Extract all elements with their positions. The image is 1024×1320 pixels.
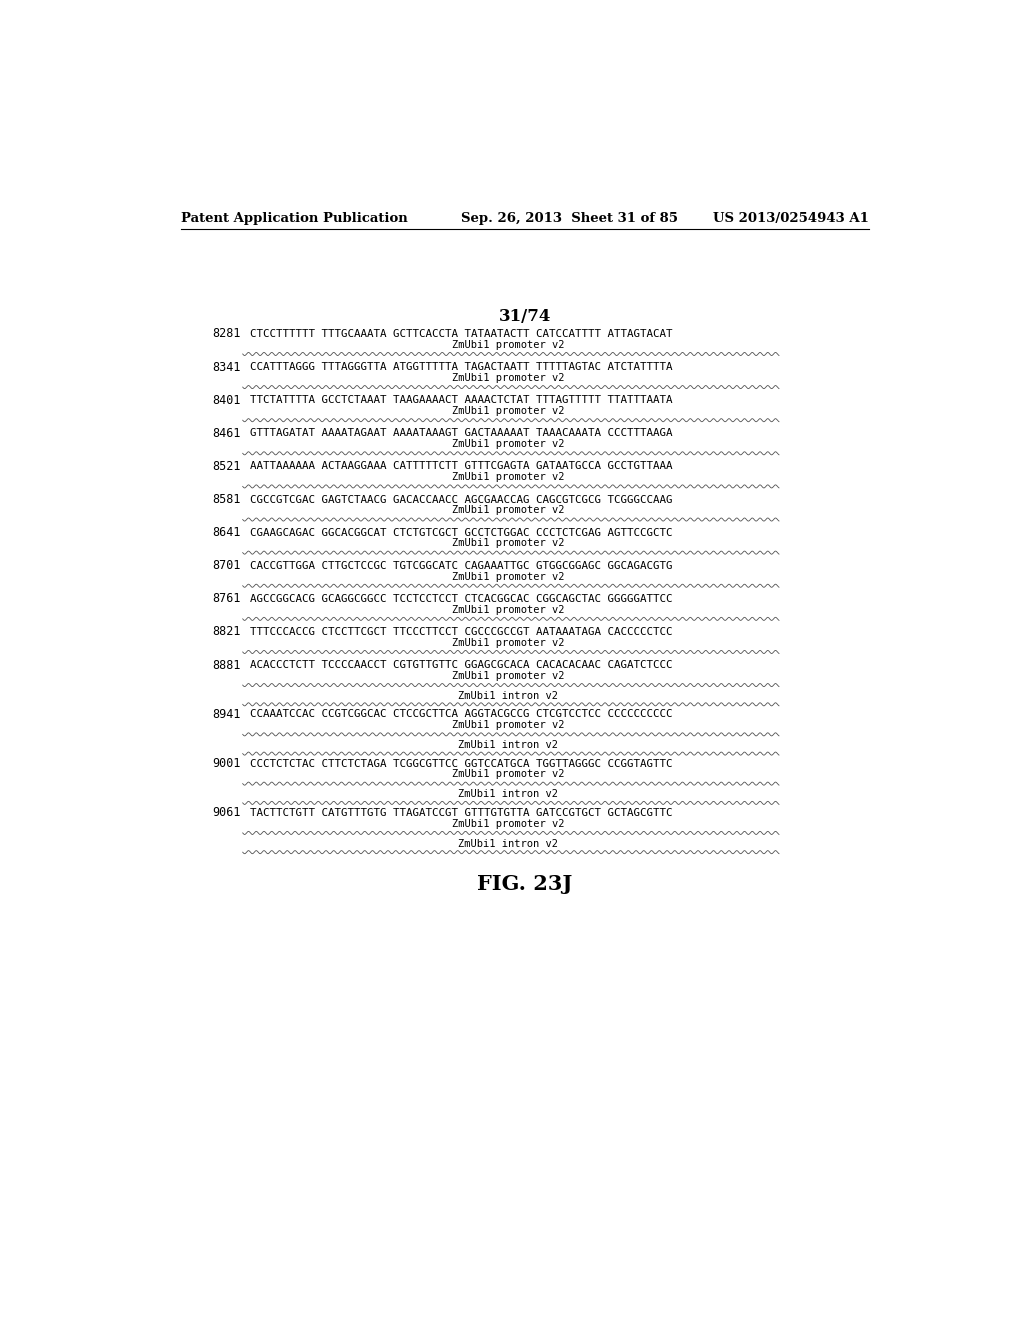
Text: ZmUbi1 promoter v2: ZmUbi1 promoter v2: [452, 671, 564, 681]
Text: TACTTCTGTT CATGTTTGTG TTAGATCCGT GTTTGTGTTA GATCCGTGCT GCTAGCGTTC: TACTTCTGTT CATGTTTGTG TTAGATCCGT GTTTGTG…: [251, 808, 673, 818]
Text: 9061: 9061: [212, 807, 241, 820]
Text: ZmUbi1 promoter v2: ZmUbi1 promoter v2: [452, 818, 564, 829]
Text: ZmUbi1 promoter v2: ZmUbi1 promoter v2: [452, 372, 564, 383]
Text: ACACCCTCTT TCCCCAACCT CGTGTTGTTC GGAGCGCACA CACACACAAC CAGATCTCCC: ACACCCTCTT TCCCCAACCT CGTGTTGTTC GGAGCGC…: [251, 660, 673, 671]
Text: 9001: 9001: [212, 758, 241, 770]
Text: CGAAGCAGAC GGCACGGCAT CTCTGTCGCT GCCTCTGGAC CCCTCTCGAG AGTTCCGCTC: CGAAGCAGAC GGCACGGCAT CTCTGTCGCT GCCTCTG…: [251, 528, 673, 537]
Text: ZmUbi1 promoter v2: ZmUbi1 promoter v2: [452, 539, 564, 548]
Text: 8281: 8281: [212, 327, 241, 341]
Text: CGCCGTCGAC GAGTCTAACG GACACCAACC AGCGAACCAG CAGCGTCGCG TCGGGCCAAG: CGCCGTCGAC GAGTCTAACG GACACCAACC AGCGAAC…: [251, 495, 673, 504]
Text: 8401: 8401: [212, 393, 241, 407]
Text: ZmUbi1 promoter v2: ZmUbi1 promoter v2: [452, 473, 564, 482]
Text: ZmUbi1 promoter v2: ZmUbi1 promoter v2: [452, 572, 564, 582]
Text: 8881: 8881: [212, 659, 241, 672]
Text: 8701: 8701: [212, 560, 241, 573]
Text: CCCTCTCTAC CTTCTCTAGA TCGGCGTTCC GGTCCATGCA TGGTTAGGGC CCGGTAGTTC: CCCTCTCTAC CTTCTCTAGA TCGGCGTTCC GGTCCAT…: [251, 759, 673, 768]
Text: ZmUbi1 promoter v2: ZmUbi1 promoter v2: [452, 506, 564, 515]
Text: ZmUbi1 intron v2: ZmUbi1 intron v2: [458, 838, 558, 849]
Text: 8821: 8821: [212, 626, 241, 639]
Text: 8761: 8761: [212, 593, 241, 606]
Text: 8941: 8941: [212, 708, 241, 721]
Text: Patent Application Publication: Patent Application Publication: [180, 213, 408, 224]
Text: 8341: 8341: [212, 360, 241, 374]
Text: US 2013/0254943 A1: US 2013/0254943 A1: [713, 213, 869, 224]
Text: 8641: 8641: [212, 527, 241, 539]
Text: AATTAAAAAA ACTAAGGAAA CATTTTTCTT GTTTCGAGTA GATAATGCCA GCCTGTTAAA: AATTAAAAAA ACTAAGGAAA CATTTTTCTT GTTTCGA…: [251, 462, 673, 471]
Text: ZmUbi1 intron v2: ZmUbi1 intron v2: [458, 789, 558, 800]
Text: ZmUbi1 promoter v2: ZmUbi1 promoter v2: [452, 721, 564, 730]
Text: CTCCTTTTTT TTTGCAAATA GCTTCACCTA TATAATACTT CATCCATTTT ATTAGTACAT: CTCCTTTTTT TTTGCAAATA GCTTCACCTA TATAATA…: [251, 329, 673, 339]
Text: 8461: 8461: [212, 426, 241, 440]
Text: ZmUbi1 promoter v2: ZmUbi1 promoter v2: [452, 770, 564, 779]
Text: TTCTATTTTA GCCTCTAAAT TAAGAAAACT AAAACTCTAT TTTAGTTTTT TTATTTAATA: TTCTATTTTA GCCTCTAAAT TAAGAAAACT AAAACTC…: [251, 395, 673, 405]
Text: Sep. 26, 2013  Sheet 31 of 85: Sep. 26, 2013 Sheet 31 of 85: [461, 213, 678, 224]
Text: ZmUbi1 promoter v2: ZmUbi1 promoter v2: [452, 339, 564, 350]
Text: CCATTTAGGG TTTAGGGTTA ATGGTTTTTA TAGACTAATT TTTTTAGTAC ATCTATTTTA: CCATTTAGGG TTTAGGGTTA ATGGTTTTTA TAGACTA…: [251, 362, 673, 372]
Text: AGCCGGCACG GCAGGCGGCC TCCTCCTCCT CTCACGGCAC CGGCAGCTAC GGGGGATTCC: AGCCGGCACG GCAGGCGGCC TCCTCCTCCT CTCACGG…: [251, 594, 673, 603]
Text: 31/74: 31/74: [499, 308, 551, 325]
Text: ZmUbi1 promoter v2: ZmUbi1 promoter v2: [452, 605, 564, 615]
Text: FIG. 23J: FIG. 23J: [477, 874, 572, 894]
Text: CCAAATCCAC CCGTCGGCAC CTCCGCTTCA AGGTACGCCG CTCGTCCTCC CCCCCCCCCC: CCAAATCCAC CCGTCGGCAC CTCCGCTTCA AGGTACG…: [251, 709, 673, 719]
Text: TTTCCCACCG CTCCTTCGCT TTCCCTTCCT CGCCCGCCGT AATAAATAGA CACCCCCTCC: TTTCCCACCG CTCCTTCGCT TTCCCTTCCT CGCCCGC…: [251, 627, 673, 638]
Text: 8581: 8581: [212, 492, 241, 506]
Text: ZmUbi1 promoter v2: ZmUbi1 promoter v2: [452, 440, 564, 449]
Text: ZmUbi1 intron v2: ZmUbi1 intron v2: [458, 690, 558, 701]
Text: CACCGTTGGA CTTGCTCCGC TGTCGGCATC CAGAAATTGC GTGGCGGAGC GGCAGACGTG: CACCGTTGGA CTTGCTCCGC TGTCGGCATC CAGAAAT…: [251, 561, 673, 570]
Text: ZmUbi1 intron v2: ZmUbi1 intron v2: [458, 741, 558, 750]
Text: GTTTAGATAT AAAATAGAAT AAAATAAAGT GACTAAAAAT TAAACAAATA CCCTTTAAGA: GTTTAGATAT AAAATAGAAT AAAATAAAGT GACTAAA…: [251, 428, 673, 438]
Text: 8521: 8521: [212, 459, 241, 473]
Text: ZmUbi1 promoter v2: ZmUbi1 promoter v2: [452, 638, 564, 648]
Text: ZmUbi1 promoter v2: ZmUbi1 promoter v2: [452, 407, 564, 416]
